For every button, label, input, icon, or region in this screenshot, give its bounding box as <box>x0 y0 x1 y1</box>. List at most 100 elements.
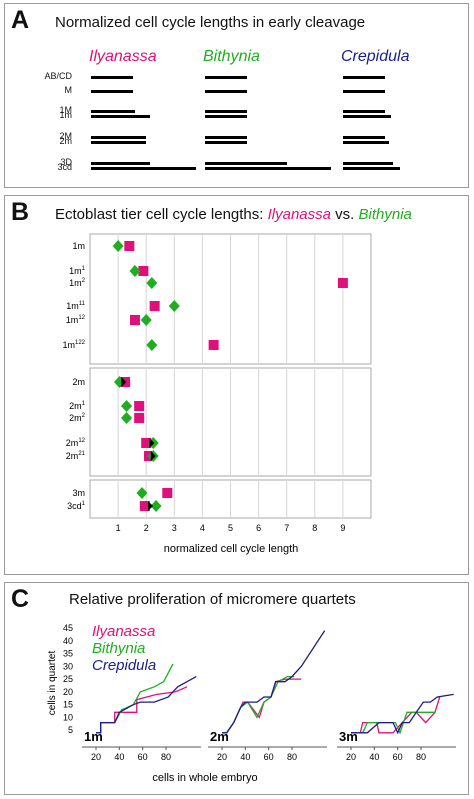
bithynia-diamond <box>146 339 158 351</box>
x-tick-label: 7 <box>284 523 289 533</box>
bithynia-diamond <box>168 300 180 312</box>
species-crepidula-heading: Crepidula <box>341 48 410 65</box>
ilyanassa-square <box>129 315 140 325</box>
panel-b-title-ilyanassa: Ilyanassa <box>267 206 331 223</box>
row-label: 2M <box>59 131 72 141</box>
species-ilyanassa-heading: Ilyanassa <box>89 48 157 65</box>
bithynia-diamond <box>150 500 162 512</box>
ilyanassa-square <box>149 301 160 311</box>
x-tick-label: 80 <box>287 752 297 762</box>
cell-label: 1m11 <box>66 301 85 311</box>
bithynia-diamond <box>129 265 141 277</box>
cycle-bar <box>205 110 247 113</box>
subplot-label: 2m <box>210 729 229 744</box>
cell-label: 3m <box>72 488 85 498</box>
crepidula-line <box>351 693 454 735</box>
bithynia-diamond <box>112 240 124 252</box>
x-axis-label: normalized cell cycle length <box>164 543 299 555</box>
black-marker <box>150 451 156 461</box>
cell-label: 1m <box>72 241 85 251</box>
y-tick-label: 15 <box>63 700 73 710</box>
row-label: 3D <box>60 157 72 167</box>
x-tick-label: 1 <box>116 523 121 533</box>
x-tick-label: 40 <box>114 752 124 762</box>
cycle-bar <box>91 141 146 144</box>
bithynia-diamond <box>136 487 148 499</box>
ilyanassa-square <box>162 488 173 498</box>
proliferation-line-chart: 5 10 15 20 25 30 35 40 45 20 40 60 80 1m 20 40 60 80 2m 20 4… <box>47 623 456 784</box>
row-label: 3cd <box>57 162 72 172</box>
panel-c: C Relative proliferation of micromere qu… <box>4 582 469 795</box>
subplot-label: 1m <box>84 729 103 744</box>
cycle-bar <box>343 110 385 113</box>
cycle-bar <box>343 167 400 170</box>
x-tick-label: 20 <box>91 752 101 762</box>
panel-a: A Normalized cell cycle lengths in early… <box>4 3 469 188</box>
row-label: 1M <box>59 105 72 115</box>
ilyanassa-square <box>124 241 135 251</box>
ilyanassa-square <box>141 438 152 448</box>
y-axis-label: cells in quartet <box>47 651 58 716</box>
legend-bithynia: Bithynia <box>92 640 145 657</box>
ilyanassa-square <box>139 501 150 511</box>
cycle-bar <box>343 115 392 118</box>
legend-ilyanassa: Ilyanassa <box>92 623 155 640</box>
cell-label: 2m <box>72 377 85 387</box>
panel-a-title: Normalized cell cycle lengths in early c… <box>55 14 366 31</box>
subplot-label: 3m <box>339 729 358 744</box>
x-tick-label: 40 <box>240 752 250 762</box>
panel-a-letter: A <box>11 6 30 34</box>
y-tick-label: 5 <box>68 725 73 735</box>
bithynia-diamond <box>146 277 158 289</box>
x-tick-label: 3 <box>172 523 177 533</box>
cycle-bar <box>205 90 247 93</box>
panel-b-title-vs: vs. <box>335 206 355 223</box>
bithynia-line <box>351 711 435 735</box>
y-tick-label: 25 <box>63 674 73 684</box>
ilyanassa-line <box>96 686 188 734</box>
y-tick-label: 35 <box>63 649 73 659</box>
cycle-bar <box>91 76 133 79</box>
x-tick-label: 40 <box>369 752 379 762</box>
cycle-bar <box>91 115 150 118</box>
panel-b-title-prefix: Ectoblast tier cell cycle lengths: <box>55 206 264 223</box>
x-axis-label: cells in whole embryo <box>152 772 257 784</box>
cycle-bar <box>91 110 136 113</box>
y-tick-label: 45 <box>63 623 73 633</box>
cycle-bar <box>91 167 196 170</box>
bithynia-diamond <box>121 412 133 424</box>
cycle-bar <box>343 90 385 93</box>
cell-label: 2m12 <box>66 438 86 448</box>
cell-label: 1m2 <box>69 278 86 288</box>
panel-b-title-bithynia: Bithynia <box>358 206 412 223</box>
legend-crepidula: Crepidula <box>92 657 156 674</box>
x-tick-label: 80 <box>416 752 426 762</box>
cycle-bar <box>205 115 247 118</box>
ilyanassa-square <box>134 401 145 411</box>
cell-label: 2m2 <box>69 413 86 423</box>
x-tick-label: 20 <box>346 752 356 762</box>
ectoblast-scatter-chart: 1m 1m1 1m2 1m11 1m12 1m122 2m 2m1 2m2 2m12 2m21 3m 3… <box>62 233 372 555</box>
cell-label: 3cd1 <box>67 501 86 511</box>
y-tick-label: 30 <box>63 661 73 671</box>
row-label: 1m <box>59 110 72 120</box>
bithynia-diamond <box>121 400 133 412</box>
x-tick-label: 80 <box>161 752 171 762</box>
cycle-bar <box>205 141 247 144</box>
x-tick-label: 8 <box>312 523 317 533</box>
row-label: AB/CD <box>44 71 72 81</box>
panel-b-title: Ectoblast tier cell cycle lengths: Ilyan… <box>55 206 412 223</box>
species-bithynia-heading: Bithynia <box>203 48 260 65</box>
cycle-bar <box>343 141 390 144</box>
panel-c-title: Relative proliferation of micromere quar… <box>69 591 356 608</box>
cycle-bar <box>205 167 331 170</box>
x-tick-label: 6 <box>256 523 261 533</box>
x-tick-label: 60 <box>138 752 148 762</box>
cycle-bar <box>343 76 385 79</box>
panel-c-letter: C <box>11 585 30 613</box>
y-tick-label: 20 <box>63 687 73 697</box>
cycle-bar <box>343 136 385 139</box>
x-tick-label: 20 <box>217 752 227 762</box>
ilyanassa-square <box>134 413 145 423</box>
bithynia-diamond <box>140 314 152 326</box>
